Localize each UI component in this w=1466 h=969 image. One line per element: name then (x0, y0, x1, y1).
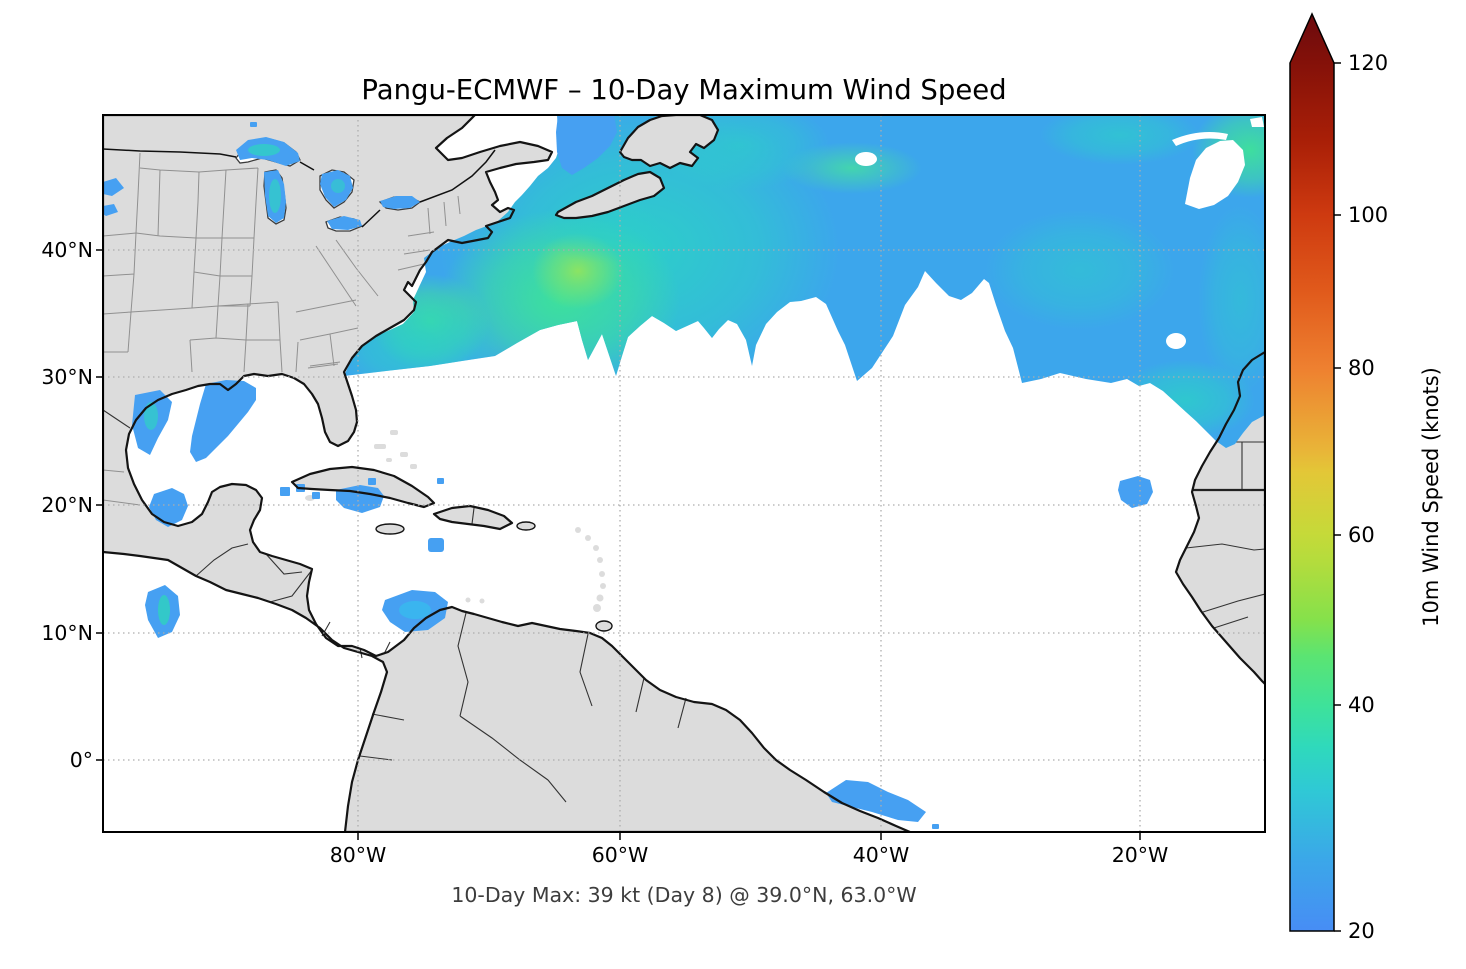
subtitle-annotation: 10-Day Max: 39 kt (Day 8) @ 39.0°N, 63.0… (451, 883, 916, 907)
y-tick-0: 0° (70, 748, 93, 772)
patch-south-of-hispaniola (428, 538, 444, 552)
island-puerto-rico (517, 522, 535, 530)
colorbar-ticks (1334, 62, 1341, 932)
gridlines (103, 115, 1265, 832)
colorbar: 120 100 80 60 40 20 10m Wind Speed (knot… (1289, 12, 1443, 943)
patch-lake-ontario (380, 196, 420, 209)
patch-lake-erie (327, 216, 362, 230)
y-tick-30n: 30°N (41, 365, 93, 389)
map-area (103, 115, 1265, 832)
y-tick-40n: 40°N (41, 238, 93, 262)
x-axis-labels: 80°W 60°W 40°W 20°W (330, 843, 1169, 867)
colorbar-bar (1289, 12, 1335, 932)
colorbar-tick-labels: 120 100 80 60 40 20 (1348, 51, 1388, 943)
patch-brazil-equator (826, 780, 926, 822)
cb-tick-100: 100 (1348, 203, 1388, 227)
cb-tick-80: 80 (1348, 356, 1375, 380)
y-axis-labels: 40°N 30°N 20°N 10°N 0° (41, 238, 93, 772)
x-tick-20w: 20°W (1112, 843, 1169, 867)
us-canada-border (103, 148, 496, 228)
wind-holes (855, 117, 1264, 349)
wind-field (103, 115, 1265, 829)
island-trinidad (596, 621, 612, 631)
x-tick-60w: 60°W (592, 843, 649, 867)
colorbar-axis-label: 10m Wind Speed (knots) (1419, 367, 1443, 627)
x-tick-80w: 80°W (330, 843, 387, 867)
patch-gulf-st-lawrence (556, 115, 617, 175)
state-borders (103, 152, 461, 506)
island-outlines (375, 521, 613, 632)
y-tick-10n: 10°N (41, 621, 93, 645)
island-jamaica (376, 524, 404, 534)
chart-title: Pangu-ECMWF – 10-Day Maximum Wind Speed (361, 74, 1006, 106)
x-tick-40w: 40°W (853, 843, 910, 867)
map-frame (102, 114, 1266, 833)
patch-mid-atlantic (1118, 476, 1153, 508)
cb-tick-120: 120 (1348, 51, 1388, 75)
patch-north-gulf (190, 380, 256, 462)
cb-tick-60: 60 (1348, 523, 1375, 547)
cb-tick-40: 40 (1348, 693, 1375, 717)
y-tick-20n: 20°N (41, 493, 93, 517)
wind-patch-cores (144, 144, 431, 625)
axis-ticks (96, 249, 1141, 840)
cb-tick-20: 20 (1348, 919, 1375, 943)
